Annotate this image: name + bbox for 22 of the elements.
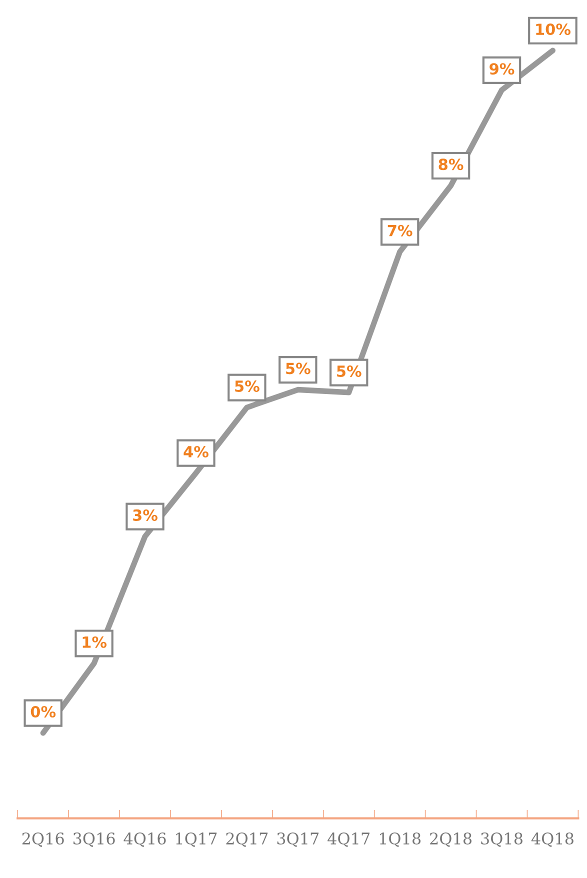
data-label: 5% [235, 380, 260, 392]
data-label: 9% [490, 63, 514, 75]
x-tick-label: 1Q18 [380, 832, 421, 847]
data-label: 0% [30, 706, 56, 718]
x-tick-label: 3Q18 [481, 832, 522, 847]
x-tick-label: 2Q18 [430, 832, 472, 847]
x-tick-label: 1Q17 [176, 832, 217, 847]
data-label: 7% [388, 224, 412, 236]
data-label: 5% [337, 365, 362, 377]
data-label: 1% [82, 636, 107, 648]
data-label: 5% [286, 362, 310, 374]
x-tick-label: 2Q17 [226, 832, 268, 847]
x-tick-label: 4Q18 [531, 832, 574, 847]
x-tick-label: 3Q16 [73, 832, 115, 847]
x-tick-label: 4Q16 [124, 832, 166, 847]
x-tick-label: 4Q17 [328, 832, 370, 847]
x-tick-label: 2Q16 [22, 832, 64, 847]
data-label: 8% [438, 158, 464, 170]
data-label: 3% [133, 509, 158, 521]
data-label: 4% [184, 446, 208, 458]
data-label: 10% [536, 23, 571, 36]
x-tick-label: 3Q17 [277, 832, 319, 847]
